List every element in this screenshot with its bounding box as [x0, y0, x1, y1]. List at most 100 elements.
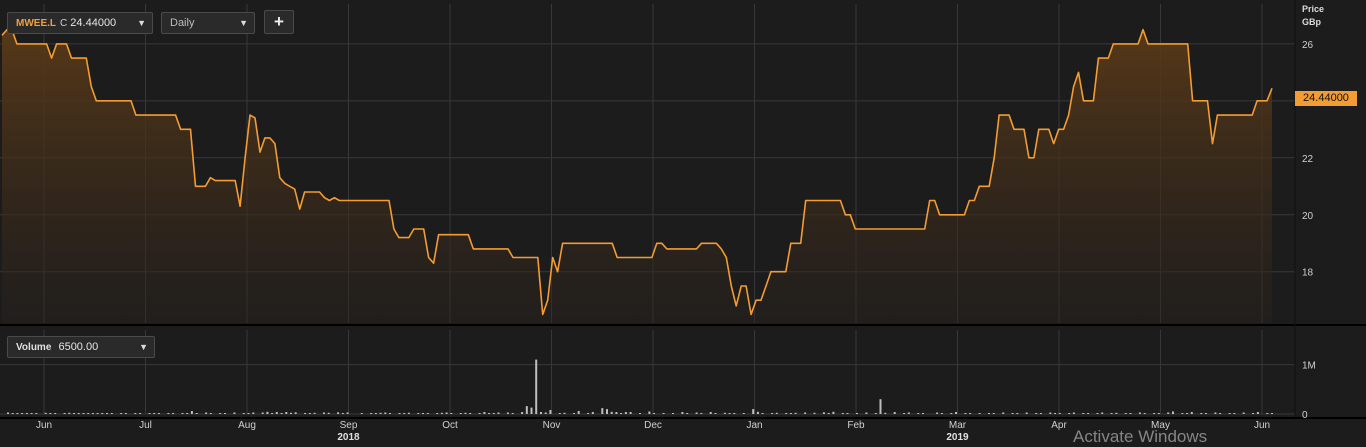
volume-bar: [370, 413, 373, 414]
volume-bar: [209, 413, 212, 414]
volume-dropdown[interactable]: Volume 6500.00 ▼: [7, 336, 155, 358]
price-area: [2, 29, 1272, 323]
add-button[interactable]: +: [264, 10, 294, 34]
volume-grid: [0, 330, 1295, 415]
volume-bar: [337, 412, 340, 414]
volume-bar: [785, 413, 788, 414]
volume-bar: [153, 413, 156, 414]
volume-bar: [827, 413, 830, 414]
volume-bar: [544, 412, 547, 414]
volume-bar: [478, 413, 481, 414]
volume-bar: [639, 413, 641, 414]
volume-bar: [714, 413, 717, 414]
interval-label: Daily: [170, 17, 195, 29]
volume-bar: [403, 413, 406, 414]
caret-down-icon: ▼: [239, 18, 248, 28]
volume-bar: [323, 412, 325, 414]
volume-bar: [63, 413, 66, 414]
volume-bar: [865, 412, 868, 414]
volume-bar: [157, 413, 160, 414]
volume-bar: [1233, 413, 1236, 414]
volume-bar: [426, 413, 429, 414]
volume-bar: [459, 413, 462, 414]
volume-bar: [110, 413, 113, 414]
volume-bar: [1049, 412, 1052, 414]
volume-bar: [591, 412, 594, 414]
volume-bar: [304, 413, 307, 414]
volume-bar: [190, 411, 193, 414]
caret-down-icon: ▼: [137, 18, 146, 28]
x-tick-label: May: [1151, 420, 1170, 431]
volume-bar: [1035, 413, 1038, 414]
volume-bar: [540, 412, 542, 414]
volume-bar: [398, 413, 401, 414]
volume-bar: [1129, 413, 1132, 414]
volume-bar: [1200, 413, 1203, 414]
volume-bar: [756, 411, 759, 414]
volume-bar: [82, 413, 85, 414]
volume-bar: [422, 413, 424, 414]
volume-bar: [205, 412, 208, 414]
x-tick-label: Mar: [949, 420, 967, 431]
volume-bar: [558, 413, 561, 414]
ticker-selector[interactable]: MWEE.L C 24.44000 ▼: [7, 12, 153, 34]
volume-bar: [261, 412, 264, 414]
volume-bar: [709, 412, 712, 414]
volume-bar: [587, 413, 590, 414]
volume-tick-label: 0: [1302, 410, 1308, 421]
volume-bar: [775, 412, 778, 414]
x-tick-label: Jun: [36, 420, 52, 431]
volume-bar: [436, 413, 439, 414]
volume-bar: [308, 413, 311, 414]
volume-bar: [167, 413, 170, 414]
caret-down-icon: ▼: [139, 342, 148, 352]
volume-bar: [606, 409, 608, 414]
volume-bar: [620, 413, 623, 414]
volume-bar: [653, 413, 656, 414]
volume-bar: [1266, 413, 1269, 414]
volume-bar: [1228, 413, 1231, 414]
volume-bar: [874, 413, 877, 414]
volume-bar: [563, 412, 566, 414]
volume-bar: [242, 413, 245, 414]
volume-bar: [7, 412, 9, 414]
volume-bar: [384, 412, 387, 414]
volume-bar: [1115, 412, 1118, 414]
interval-dropdown[interactable]: Daily ▼: [161, 12, 255, 34]
volume-bar: [1039, 413, 1042, 414]
volume-bar: [511, 413, 514, 414]
volume-bar: [1054, 413, 1056, 414]
volume-bar: [101, 413, 104, 414]
volume-bar: [695, 412, 698, 414]
x-tick-label: Dec: [644, 420, 662, 431]
activate-windows-watermark: Activate Windows: [1073, 427, 1208, 446]
volume-bar: [16, 413, 19, 414]
volume-bar: [615, 412, 618, 414]
price-axis-title: Price: [1302, 4, 1325, 14]
price-tick-label: 18: [1302, 268, 1314, 279]
volume-bar: [789, 413, 792, 414]
volume-bar: [577, 411, 580, 414]
volume-bar: [1082, 413, 1085, 414]
volume-bar: [271, 413, 274, 414]
volume-bar: [521, 412, 524, 414]
volume-bar: [936, 412, 939, 414]
volume-bar: [389, 413, 391, 414]
volume-bar: [374, 413, 377, 414]
volume-bar: [1138, 412, 1141, 414]
volume-bar: [1181, 413, 1184, 414]
volume-bar: [1016, 413, 1019, 414]
volume-bar: [488, 413, 491, 414]
volume-bar: [1068, 413, 1071, 414]
volume-bar: [728, 413, 731, 414]
volume-bar: [1242, 412, 1245, 414]
volume-bar: [280, 413, 283, 414]
volume-bar: [681, 412, 684, 414]
volume-bar: [879, 399, 882, 414]
volume-bar: [804, 412, 807, 414]
volume-bar: [940, 413, 943, 414]
volume-bar: [25, 413, 28, 414]
volume-bar: [346, 412, 349, 414]
volume-bar: [54, 413, 57, 414]
